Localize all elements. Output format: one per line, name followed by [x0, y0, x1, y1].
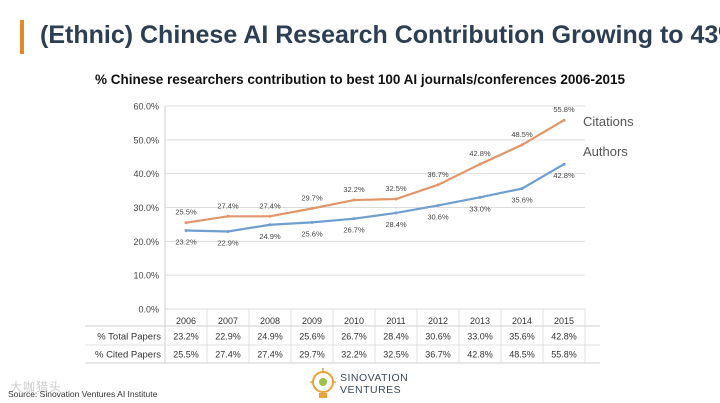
- authors-data-label: 28.4%: [385, 220, 407, 229]
- citations-legend-label: Citations: [583, 114, 634, 129]
- authors-point: [184, 229, 188, 233]
- authors-line: [185, 163, 565, 233]
- citations-data-label: 27.4%: [217, 201, 239, 210]
- citations-point: [436, 183, 440, 187]
- authors-data-label: 30.6%: [427, 212, 449, 221]
- citations-point: [478, 162, 482, 166]
- authors-point: [310, 220, 314, 224]
- x-tick-label: 2015: [554, 316, 574, 326]
- title-accent-bar: [20, 20, 24, 54]
- watermark: 大咖猎头: [10, 380, 63, 394]
- authors-data-label: 26.7%: [343, 226, 365, 235]
- citations-data-label: 32.2%: [343, 185, 365, 194]
- y-tick-label: 10.0%: [133, 271, 159, 281]
- citations-point: [394, 197, 398, 201]
- x-tick-label: 2012: [428, 316, 448, 326]
- authors-point: [478, 195, 482, 199]
- table-cell: 25.5%: [173, 350, 199, 360]
- table-cell: 55.8%: [551, 350, 577, 360]
- citations-point: [226, 214, 230, 218]
- table-cell: 28.4%: [383, 332, 409, 342]
- table-cell: 32.5%: [383, 350, 409, 360]
- citations-data-label: 48.5%: [511, 130, 533, 139]
- citations-data-label: 36.7%: [427, 170, 449, 179]
- table-cell: 23.2%: [173, 332, 199, 342]
- authors-point: [436, 203, 440, 207]
- table-row-label: % Total Papers: [97, 332, 161, 343]
- x-tick-label: 2008: [260, 316, 280, 326]
- table-cell: 35.6%: [509, 332, 535, 342]
- source-note: Source: Sinovation Ventures AI Institute: [8, 389, 158, 399]
- citations-point: [268, 214, 272, 218]
- table-cell: 42.8%: [467, 350, 493, 360]
- citations-point: [352, 198, 356, 202]
- citations-data-label: 25.5%: [175, 208, 197, 217]
- y-tick-label: 20.0%: [133, 237, 159, 247]
- authors-data-label: 23.2%: [175, 238, 197, 247]
- authors-point: [562, 162, 566, 166]
- table-cell: 27.4%: [257, 350, 283, 360]
- authors-point: [520, 187, 524, 191]
- x-tick-label: 2013: [470, 316, 490, 326]
- x-tick-label: 2011: [386, 316, 405, 326]
- citations-point: [562, 118, 566, 122]
- table-cell: 33.0%: [467, 332, 493, 342]
- citations-data-label: 29.7%: [301, 194, 323, 203]
- authors-data-label: 25.6%: [301, 229, 323, 238]
- x-tick-label: 2007: [218, 316, 238, 326]
- authors-point: [352, 217, 356, 221]
- lightbulb-logo-icon: [310, 368, 336, 398]
- citations-data-label: 42.8%: [469, 149, 491, 158]
- y-tick-label: 30.0%: [133, 203, 159, 213]
- table-cell: 25.6%: [299, 332, 325, 342]
- table-cell: 42.8%: [551, 332, 577, 342]
- authors-data-label: 22.9%: [217, 239, 239, 248]
- citations-point: [520, 143, 524, 147]
- x-tick-label: 2009: [302, 316, 322, 326]
- table-cell: 48.5%: [509, 350, 535, 360]
- logo-line-2: VENTURES: [340, 384, 402, 396]
- citations-data-label: 55.8%: [553, 105, 575, 114]
- table-cell: 36.7%: [425, 350, 451, 360]
- chart-title: % Chinese researchers contribution to be…: [95, 72, 625, 87]
- x-tick-label: 2014: [512, 316, 532, 326]
- citations-point: [184, 221, 188, 225]
- table-cell: 27.4%: [215, 350, 241, 360]
- authors-legend-label: Authors: [583, 144, 628, 159]
- y-tick-label: 50.0%: [133, 135, 159, 145]
- authors-point: [394, 211, 398, 215]
- table-cell: 30.6%: [425, 332, 451, 342]
- authors-data-label: 24.9%: [259, 232, 281, 241]
- authors-data-label: 42.8%: [553, 171, 575, 180]
- logo-line-1: SINOVATION: [340, 372, 409, 384]
- x-tick-label: 2010: [344, 316, 364, 326]
- y-tick-label: 0.0%: [138, 305, 159, 315]
- table-cell: 26.7%: [341, 332, 367, 342]
- table-cell: 32.2%: [341, 350, 367, 360]
- authors-point: [226, 230, 230, 234]
- y-tick-label: 60.0%: [133, 102, 159, 112]
- citations-data-label: 32.5%: [385, 184, 407, 193]
- authors-data-label: 33.0%: [469, 204, 491, 213]
- citations-data-label: 27.4%: [259, 201, 281, 210]
- citations-line: [185, 119, 565, 224]
- authors-data-label: 35.6%: [511, 196, 533, 205]
- table-row-label: % Cited Papers: [95, 350, 161, 361]
- authors-point: [268, 223, 272, 227]
- table-cell: 24.9%: [257, 332, 283, 342]
- table-cell: 22.9%: [215, 332, 241, 342]
- sinovation-logo: SINOVATION VENTURES: [310, 366, 420, 403]
- table-cell: 29.7%: [299, 350, 325, 360]
- citations-point: [310, 207, 314, 211]
- y-tick-label: 40.0%: [133, 169, 159, 179]
- x-tick-label: 2006: [176, 316, 196, 326]
- slide-title: (Ethnic) Chinese AI Research Contributio…: [40, 21, 720, 49]
